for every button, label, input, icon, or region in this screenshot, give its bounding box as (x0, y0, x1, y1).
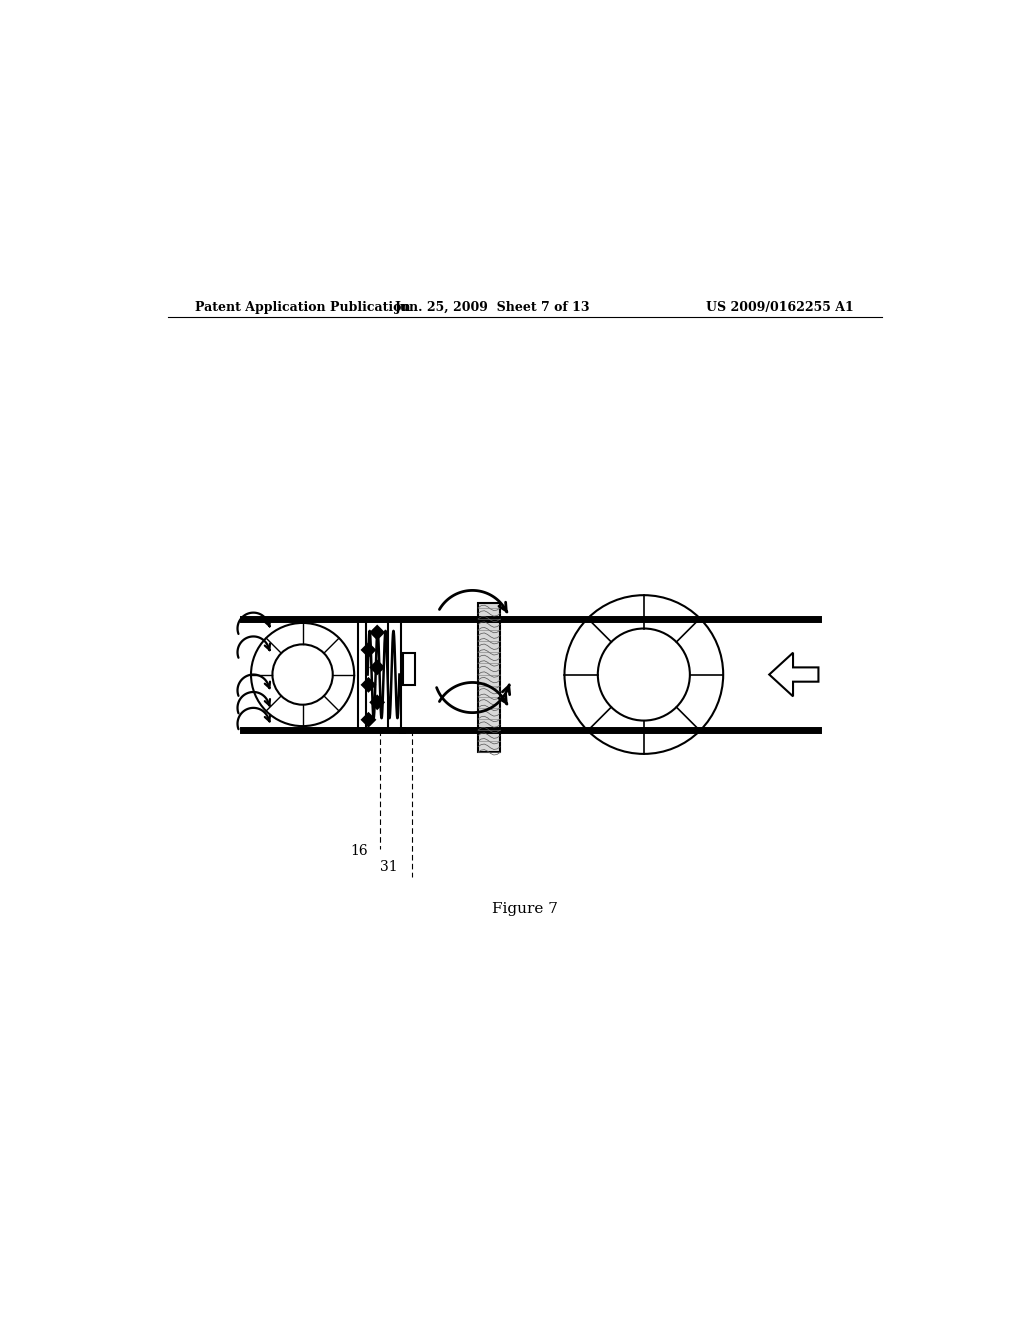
Polygon shape (370, 624, 385, 640)
Polygon shape (360, 711, 377, 727)
Polygon shape (370, 660, 385, 676)
Text: 16: 16 (350, 843, 368, 858)
Polygon shape (360, 677, 377, 693)
Text: 31: 31 (380, 859, 398, 874)
Text: US 2009/0162255 A1: US 2009/0162255 A1 (707, 301, 854, 314)
Text: Jun. 25, 2009  Sheet 7 of 13: Jun. 25, 2009 Sheet 7 of 13 (395, 301, 591, 314)
Bar (478, 603, 500, 752)
Bar (478, 603, 500, 752)
Bar (367, 620, 401, 730)
Text: Patent Application Publication: Patent Application Publication (196, 301, 411, 314)
Text: Figure 7: Figure 7 (492, 902, 558, 916)
Polygon shape (360, 642, 377, 657)
Polygon shape (769, 652, 818, 697)
Polygon shape (370, 694, 385, 710)
Bar (402, 653, 416, 685)
Bar (358, 620, 388, 730)
